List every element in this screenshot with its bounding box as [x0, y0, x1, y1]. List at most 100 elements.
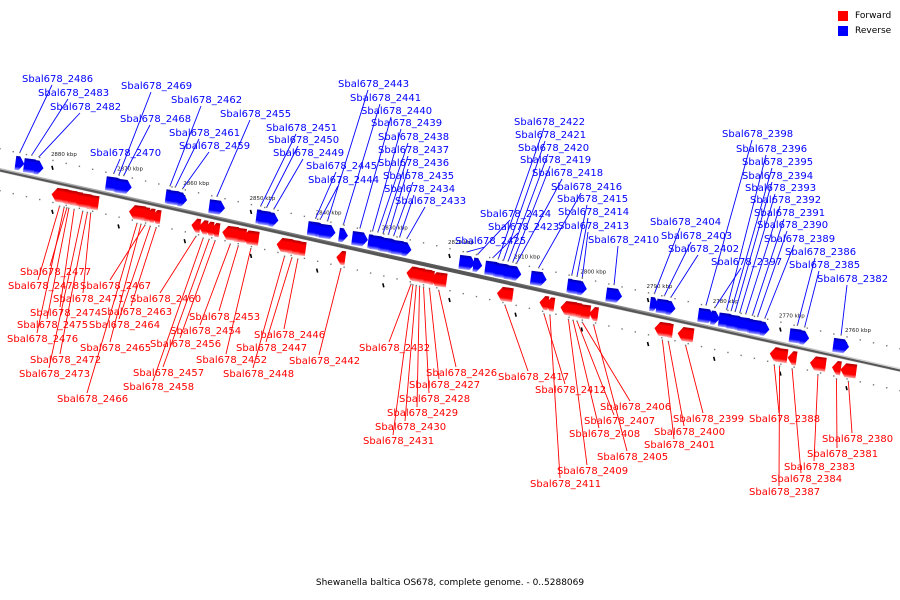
gene-arrow [576, 280, 587, 296]
minor-dot [237, 200, 239, 203]
leader-anchor-dot [377, 231, 379, 233]
leader-line [745, 205, 781, 314]
minor-dot [105, 213, 107, 215]
leader-line [199, 244, 231, 326]
leader-line [49, 207, 68, 267]
leader-anchor-dot [393, 234, 395, 237]
gene-arrow [145, 208, 156, 223]
minor-dot [343, 224, 345, 226]
minor-dot [661, 295, 663, 297]
minor-dot [369, 272, 372, 274]
minor-dot [462, 292, 464, 295]
minor-dot [171, 186, 173, 188]
gene-label: Sbal678_2467 [80, 281, 151, 292]
leader-line [216, 119, 251, 197]
minor-dot [727, 351, 729, 354]
leader-line [497, 127, 545, 259]
scale-tick [646, 297, 650, 303]
scale-tick [315, 268, 319, 273]
minor-dot [184, 189, 186, 191]
leader-anchor-dot [155, 227, 157, 229]
scale-tick [183, 238, 187, 244]
leader-line [416, 286, 421, 408]
reverse-gene [709, 310, 720, 325]
minor-dot [39, 198, 41, 201]
leader-line [109, 224, 146, 281]
leader-line [169, 105, 202, 186]
minor-dot [515, 304, 517, 307]
minor-dot [158, 225, 160, 227]
forward-gene [810, 356, 827, 372]
gene-label: Sbal678_2419 [520, 155, 591, 166]
gene-label: Sbal678_2448 [223, 369, 294, 380]
gene-label: Sbal678_2474 [30, 308, 101, 319]
minor-dot [65, 162, 67, 165]
minor-dot [819, 372, 822, 374]
leader-line [661, 340, 675, 440]
gene-arrow [401, 241, 412, 257]
scale-tick [382, 283, 385, 288]
minor-dot [436, 245, 438, 247]
minor-dot [422, 242, 425, 244]
gene-arrow [222, 225, 240, 242]
leader-line [359, 116, 392, 229]
leader-line [773, 365, 780, 414]
leader-line [576, 321, 615, 416]
gene-label: Sbal678_2460 [130, 294, 201, 305]
leader-line [283, 259, 299, 330]
leader-line [392, 284, 414, 436]
leader-anchor-dot [576, 275, 578, 277]
leader-anchor-dot [144, 224, 146, 226]
leader-line [118, 91, 152, 175]
gene-label: Sbal678_2415 [557, 194, 628, 205]
leader-line [670, 254, 699, 298]
leader-anchor-dot [31, 154, 33, 156]
leader-anchor-dot [283, 255, 286, 257]
leader-anchor-dot [326, 220, 329, 222]
leader-anchor-dot [613, 283, 615, 286]
leader-line [423, 287, 430, 394]
leader-anchor-dot [340, 268, 342, 270]
minor-dot [634, 331, 636, 333]
leader-anchor-dot [773, 364, 775, 366]
gene-arrow [338, 227, 348, 243]
gene-label: Sbal678_2486 [22, 74, 93, 85]
gene-arrow [709, 310, 720, 325]
minor-dot [647, 292, 650, 294]
gene-label: Sbal678_2421 [515, 130, 586, 141]
gene-arrow [529, 270, 547, 287]
leader-anchor-dot [208, 238, 210, 241]
leader-line [218, 245, 239, 312]
gene-label: Sbal678_2451 [266, 123, 337, 134]
scale-tick-label: 2760 kbp [845, 328, 871, 334]
gene-arrow [129, 205, 146, 221]
minor-dot [303, 257, 306, 260]
minor-dot [846, 378, 848, 380]
gene-label: Sbal678_2400 [654, 427, 725, 438]
gene-label: Sbal678_2388 [749, 414, 820, 425]
minor-dot [330, 263, 332, 265]
minor-dot [250, 203, 253, 206]
leader-line [734, 181, 773, 312]
leader-anchor-dot [418, 285, 421, 287]
gene-label: Sbal678_2391 [754, 208, 825, 219]
gene-label: Sbal678_2423 [488, 222, 559, 233]
leader-line [664, 241, 692, 296]
reverse-gene [268, 212, 279, 227]
leader-line [113, 158, 121, 174]
leader-anchor-dot [576, 320, 578, 322]
scale-tick [249, 253, 253, 259]
gene-label: Sbal678_2402 [668, 244, 739, 255]
leader-line [19, 84, 53, 153]
leader-line [319, 185, 339, 220]
scale-tick [580, 327, 584, 332]
gene-label: Sbal678_2446 [254, 330, 325, 341]
gene-label: Sbal678_2439 [371, 118, 442, 129]
leader-anchor-dot [229, 243, 231, 245]
gene-label: Sbal678_2465 [80, 343, 151, 354]
leader-line [159, 236, 197, 294]
leader-line [581, 231, 589, 278]
leader-anchor-dot [216, 195, 218, 197]
gene-label: Sbal678_2453 [189, 312, 260, 323]
leader-anchor-dot [73, 208, 75, 211]
